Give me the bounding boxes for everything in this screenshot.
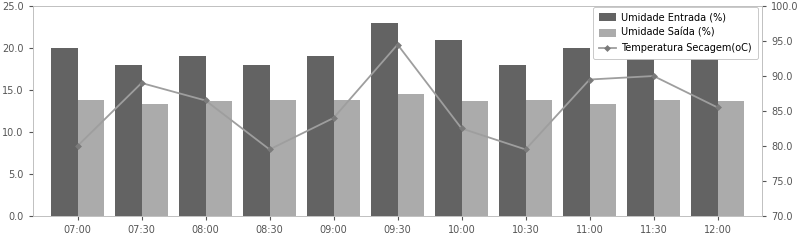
Temperatura Secagem(oC) (713, 106, 723, 109)
Bar (78, 100, 104, 216)
Bar (142, 104, 168, 216)
Bar (626, 56, 654, 216)
Bar (206, 101, 232, 216)
Bar (654, 100, 681, 216)
Temperatura Secagem(oC) (265, 148, 275, 151)
Bar (499, 65, 525, 216)
Temperatura Secagem(oC) (73, 145, 83, 147)
Bar (243, 65, 270, 216)
Bar (333, 100, 360, 216)
Line: Temperatura Secagem(oC): Temperatura Secagem(oC) (75, 42, 719, 151)
Temperatura Secagem(oC) (201, 99, 211, 102)
Temperatura Secagem(oC) (457, 127, 466, 130)
Legend: Umidade Entrada (%), Umidade Saída (%), Temperatura Secagem(oC): Umidade Entrada (%), Umidade Saída (%), … (593, 7, 758, 59)
Bar (50, 48, 78, 216)
Temperatura Secagem(oC) (521, 148, 530, 151)
Bar (307, 56, 333, 216)
Bar (525, 100, 553, 216)
Bar (562, 48, 590, 216)
Bar (115, 65, 142, 216)
Temperatura Secagem(oC) (392, 43, 402, 46)
Temperatura Secagem(oC) (137, 82, 147, 84)
Temperatura Secagem(oC) (649, 75, 658, 77)
Bar (461, 101, 489, 216)
Temperatura Secagem(oC) (585, 78, 594, 81)
Temperatura Secagem(oC) (328, 117, 338, 119)
Bar (270, 100, 296, 216)
Bar (435, 40, 461, 216)
Bar (718, 101, 744, 216)
Bar (397, 94, 425, 216)
Bar (590, 104, 617, 216)
Bar (179, 56, 206, 216)
Bar (371, 23, 397, 216)
Bar (690, 40, 718, 216)
